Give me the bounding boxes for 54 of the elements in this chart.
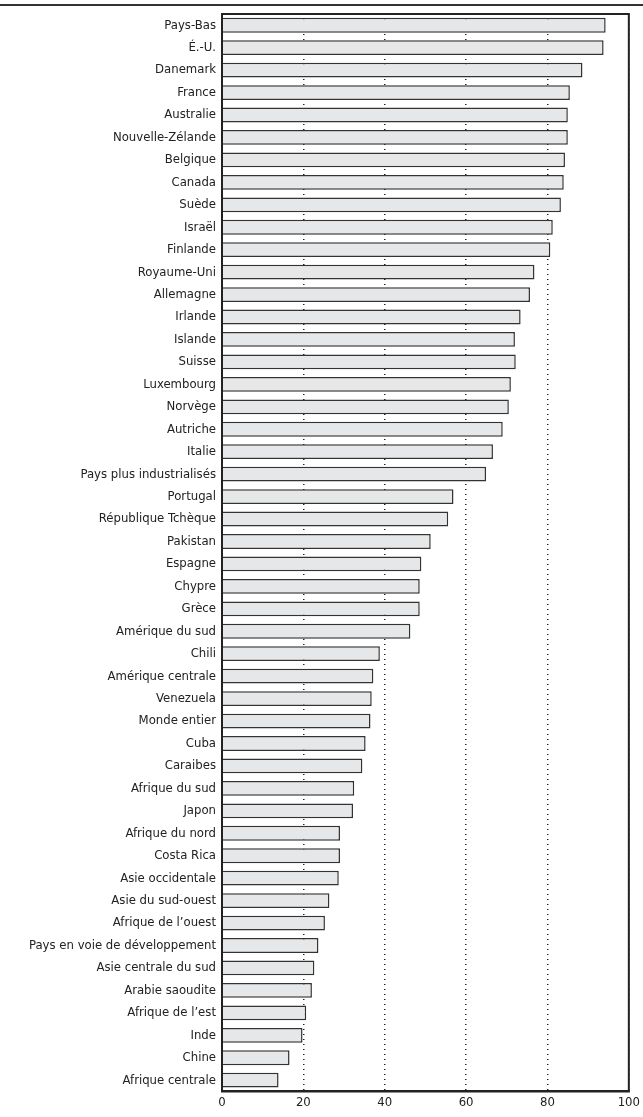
y-tick-label: Luxembourg <box>143 375 216 391</box>
y-tick-label: France <box>177 83 216 99</box>
y-tick-label: Canada <box>171 173 216 189</box>
y-tick-label: Afrique du sud <box>131 779 216 795</box>
y-tick-label: É.-U. <box>188 39 216 55</box>
y-tick-label: Costa Rica <box>154 847 216 863</box>
x-tick-label: 60 <box>458 1093 474 1109</box>
y-tick-label: Venezuela <box>156 689 216 705</box>
x-tick-label: 100 <box>617 1093 640 1109</box>
y-tick-label: Espagne <box>165 555 216 571</box>
y-tick-label: Allemagne <box>153 285 216 301</box>
y-tick-label: Royaume-Uni <box>137 263 216 279</box>
y-tick-label: Afrique centrale <box>122 1071 216 1087</box>
y-tick-label: Cuba <box>185 734 216 750</box>
y-tick-label: Grèce <box>181 600 216 616</box>
x-tick-label: 80 <box>540 1093 555 1109</box>
y-tick-label: Norvège <box>166 398 216 414</box>
y-tick-label: Australie <box>164 106 216 122</box>
y-tick-label: Amérique du sud <box>116 622 216 638</box>
y-tick-label: Autriche <box>166 420 216 436</box>
y-tick-label: Asie du sud-ouest <box>111 891 217 907</box>
y-tick-label: Danemark <box>155 61 217 77</box>
y-tick-label: Pays plus industrialisés <box>80 465 216 481</box>
y-tick-label: Chypre <box>174 577 216 593</box>
y-tick-label: Belgique <box>164 151 216 167</box>
y-tick-label: Afrique de l’ouest <box>112 914 217 930</box>
y-tick-label: Finlande <box>167 241 216 257</box>
y-tick-label: Afrique de l’est <box>127 1004 217 1020</box>
x-tick-label: 40 <box>377 1093 393 1109</box>
y-tick-label: Monde entier <box>138 712 217 728</box>
y-tick-label: Suède <box>179 196 216 212</box>
x-tick-label: 0 <box>218 1093 226 1109</box>
y-tick-label: Afrique du nord <box>125 824 216 840</box>
y-tick-label: Israël <box>184 218 216 234</box>
y-tick-label: Chine <box>182 1049 216 1065</box>
y-tick-label: Caraibes <box>164 757 216 773</box>
y-tick-label: Portugal <box>167 487 216 503</box>
y-tick-label: Inde <box>190 1026 216 1042</box>
y-tick-label: Pays en voie de développement <box>28 936 217 952</box>
y-tick-label: Asie centrale du sud <box>96 959 216 975</box>
y-tick-label: Islande <box>174 330 216 346</box>
y-tick-label: Japon <box>182 802 216 818</box>
y-tick-label: Pakistan <box>167 532 216 548</box>
y-tick-label: République Tchèque <box>98 510 216 526</box>
y-tick-label: Amérique centrale <box>107 667 216 683</box>
y-tick-label: Irlande <box>175 308 216 324</box>
y-tick-label: Suisse <box>178 353 216 369</box>
y-tick-label: Asie occidentale <box>120 869 216 885</box>
y-tick-label: Pays-Bas <box>164 16 216 32</box>
y-tick-label: Nouvelle-Zélande <box>112 128 216 144</box>
y-tick-label: Arabie saoudite <box>124 981 216 997</box>
x-tick-label: 20 <box>295 1093 311 1109</box>
y-tick-label: Chili <box>190 645 216 661</box>
y-tick-label: Italie <box>187 443 216 459</box>
